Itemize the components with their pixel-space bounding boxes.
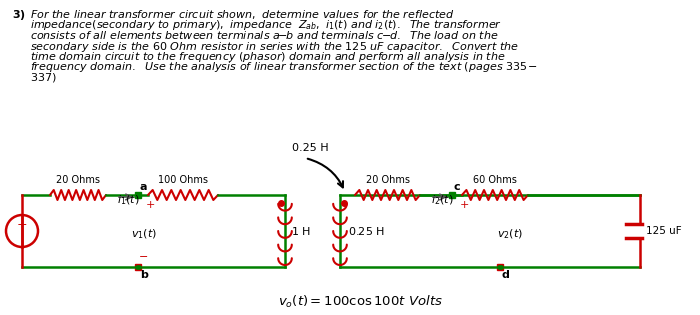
Text: +: +	[17, 219, 27, 232]
Bar	[449, 192, 455, 198]
Bar	[497, 264, 503, 270]
Text: $0.25\ \mathrm{H}$: $0.25\ \mathrm{H}$	[348, 225, 385, 237]
Text: $1\ \mathrm{H}$: $1\ \mathrm{H}$	[291, 225, 311, 237]
Text: +: +	[146, 200, 155, 210]
Text: $\it{secondary\ side\ is\ the\ 60\ Ohm\ resistor\ in\ series\ with\ the\ 125\ uF: $\it{secondary\ side\ is\ the\ 60\ Ohm\ …	[30, 39, 519, 54]
Text: 20 Ohms: 20 Ohms	[56, 175, 100, 185]
Bar	[135, 192, 141, 198]
Text: $\it{impedance(secondary\ to\ primary),\ impedance\ \ }$$Z_{ab}$$\it{,\ }$$i_1(t: $\it{impedance(secondary\ to\ primary),\…	[30, 19, 502, 32]
Text: 125 uF: 125 uF	[646, 226, 682, 236]
Text: $\it{frequency\ domain.\ \ Use\ the\ analysis\ of\ linear\ transformer\ section\: $\it{frequency\ domain.\ \ Use\ the\ ana…	[30, 60, 538, 75]
Text: $\it{For\ the\ linear\ transformer\ circuit\ shown,\ determine\ values\ for\ the: $\it{For\ the\ linear\ transformer\ circ…	[30, 8, 454, 21]
Text: d: d	[502, 270, 510, 280]
Text: b: b	[140, 270, 148, 280]
Text: $v_1(t)$: $v_1(t)$	[130, 227, 157, 241]
Text: $v_2(t)$: $v_2(t)$	[497, 227, 523, 241]
Text: $v_o(t)=100\cos 100t\ \mathit{Volts}$: $v_o(t)=100\cos 100t\ \mathit{Volts}$	[278, 294, 442, 310]
Text: c: c	[453, 182, 460, 192]
Text: 100 Ohms: 100 Ohms	[158, 175, 208, 185]
Text: a: a	[139, 182, 146, 192]
Text: 0.25 H: 0.25 H	[292, 143, 328, 153]
Text: $i_1(t)$: $i_1(t)$	[117, 193, 139, 207]
Text: $\it{337)}$: $\it{337)}$	[30, 71, 57, 84]
Bar	[135, 264, 141, 270]
Text: $-$: $-$	[139, 250, 148, 260]
Text: $i_2(t)$: $i_2(t)$	[430, 193, 453, 207]
Text: 60 Ohms: 60 Ohms	[473, 175, 517, 185]
Text: $\it{consists\ of\ all\ elements\ between\ terminals\ a\!\!-\!\!b\ and\ terminal: $\it{consists\ of\ all\ elements\ betwee…	[30, 29, 498, 41]
Text: $\mathbf{3)}$: $\mathbf{3)}$	[12, 8, 26, 22]
Text: $\it{time\ domain\ circuit\ to\ the\ frequency\ (phasor)\ domain\ and\ perform\ : $\it{time\ domain\ circuit\ to\ the\ fre…	[30, 50, 505, 64]
Text: +: +	[460, 200, 470, 210]
Text: 20 Ohms: 20 Ohms	[365, 175, 410, 185]
